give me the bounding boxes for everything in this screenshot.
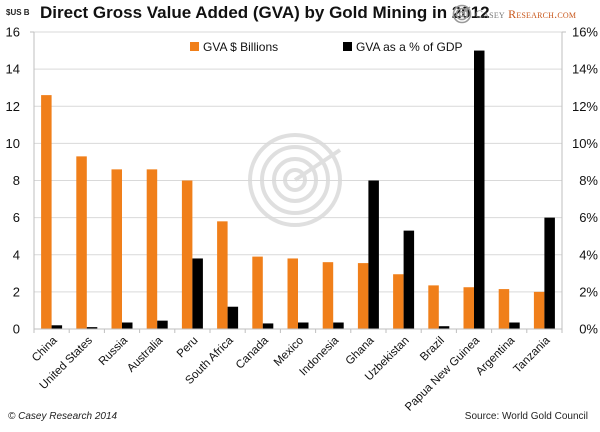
bar-gva-pct-gdp: [544, 217, 555, 329]
bar-gva-billions: [181, 180, 193, 329]
bar-gva-pct-gdp: [298, 322, 309, 329]
bar-gva-billions: [76, 156, 87, 329]
y-tick-label: 0: [13, 322, 20, 337]
y2-tick-label: 10%: [572, 136, 598, 151]
x-tick-label: China: [30, 334, 60, 364]
y2-tick-label: 16%: [572, 25, 598, 40]
y-tick-label: 12: [6, 99, 20, 114]
bar-gva-pct-gdp: [333, 322, 344, 329]
legend-label-gva-pct-gdp: GVA as a % of GDP: [356, 40, 463, 54]
x-tick-label: Russia: [97, 334, 131, 368]
chart-title: Direct Gross Value Added (GVA) by Gold M…: [40, 3, 490, 22]
bar-gva-billions: [287, 258, 298, 329]
bar-gva-pct-gdp: [157, 320, 168, 329]
bar-gva-pct-gdp: [262, 323, 274, 329]
casey-research-logo: Casey Research.com: [452, 4, 576, 24]
y2-tick-label: 0%: [579, 322, 598, 337]
y2-tick-label: 8%: [579, 173, 598, 188]
bar-gva-pct-gdp: [438, 326, 450, 329]
bar-gva-pct-gdp: [227, 306, 239, 329]
legend-swatch-gva-pct-gdp: [343, 42, 352, 51]
bar-gva-billions: [41, 95, 52, 329]
x-tick-label: Mexico: [272, 335, 306, 369]
bar-gva-pct-gdp: [122, 322, 133, 329]
target-logo-icon: [452, 4, 472, 24]
bar-gva-billions: [533, 291, 545, 329]
logo-text-research: Research.com: [508, 6, 577, 21]
bar-gva-pct-gdp: [368, 180, 379, 329]
y2-tick-label: 2%: [579, 284, 598, 299]
legend-swatch-gva-billions: [190, 42, 199, 51]
y-tick-label: 8: [13, 173, 20, 188]
bar-gva-billions: [428, 285, 439, 329]
y-tick-label: 10: [6, 136, 20, 151]
bar-gva-pct-gdp: [474, 50, 485, 329]
source-note: Source: World Gold Council: [464, 411, 588, 422]
y-tick-label: 2: [13, 284, 20, 299]
x-tick-label: Indonesia: [298, 334, 342, 378]
bar-gva-billions: [393, 274, 404, 329]
x-tick-label: Canada: [234, 334, 271, 371]
y2-tick-label: 6%: [579, 210, 598, 225]
bar-gva-billions: [498, 289, 510, 329]
x-tick-label: Tanzania: [511, 334, 552, 375]
bar-gva-billions: [252, 256, 263, 329]
y2-tick-label: 12%: [572, 99, 598, 114]
legend-label-gva-billions: GVA $ Billions: [203, 40, 278, 54]
bar-gva-billions: [322, 262, 334, 329]
bar-gva-billions: [463, 287, 474, 329]
bar-gva-pct-gdp: [51, 325, 63, 329]
y2-tick-label: 4%: [579, 247, 598, 262]
y-tick-label: 14: [6, 62, 20, 77]
bar-gva-pct-gdp: [403, 230, 415, 329]
bar-gva-billions: [357, 263, 369, 329]
x-tick-label: Argentina: [474, 334, 518, 378]
legend: GVA $ Billions GVA as a % of GDP: [190, 40, 463, 54]
y-tick-label: 16: [6, 25, 20, 40]
y2-tick-label: 14%: [572, 62, 598, 77]
y-tick-label: 6: [13, 210, 20, 225]
x-tick-label: Ghana: [344, 334, 377, 367]
x-tick-label: Australia: [125, 334, 166, 375]
bar-gva-pct-gdp: [86, 327, 98, 329]
x-tick-label: Peru: [175, 335, 201, 361]
copyright-note: © Casey Research 2014: [8, 411, 118, 422]
bar-gva-billions: [146, 169, 158, 329]
bar-gva-pct-gdp: [192, 258, 203, 329]
bar-gva-pct-gdp: [509, 322, 520, 329]
y-axis-unit-label: $US B: [6, 8, 30, 17]
logo-text-casey: Casey: [475, 6, 505, 21]
y-tick-label: 4: [13, 247, 20, 262]
bar-gva-billions: [111, 169, 122, 329]
bar-gva-billions: [217, 221, 228, 329]
x-tick-label: Brazil: [418, 335, 447, 364]
